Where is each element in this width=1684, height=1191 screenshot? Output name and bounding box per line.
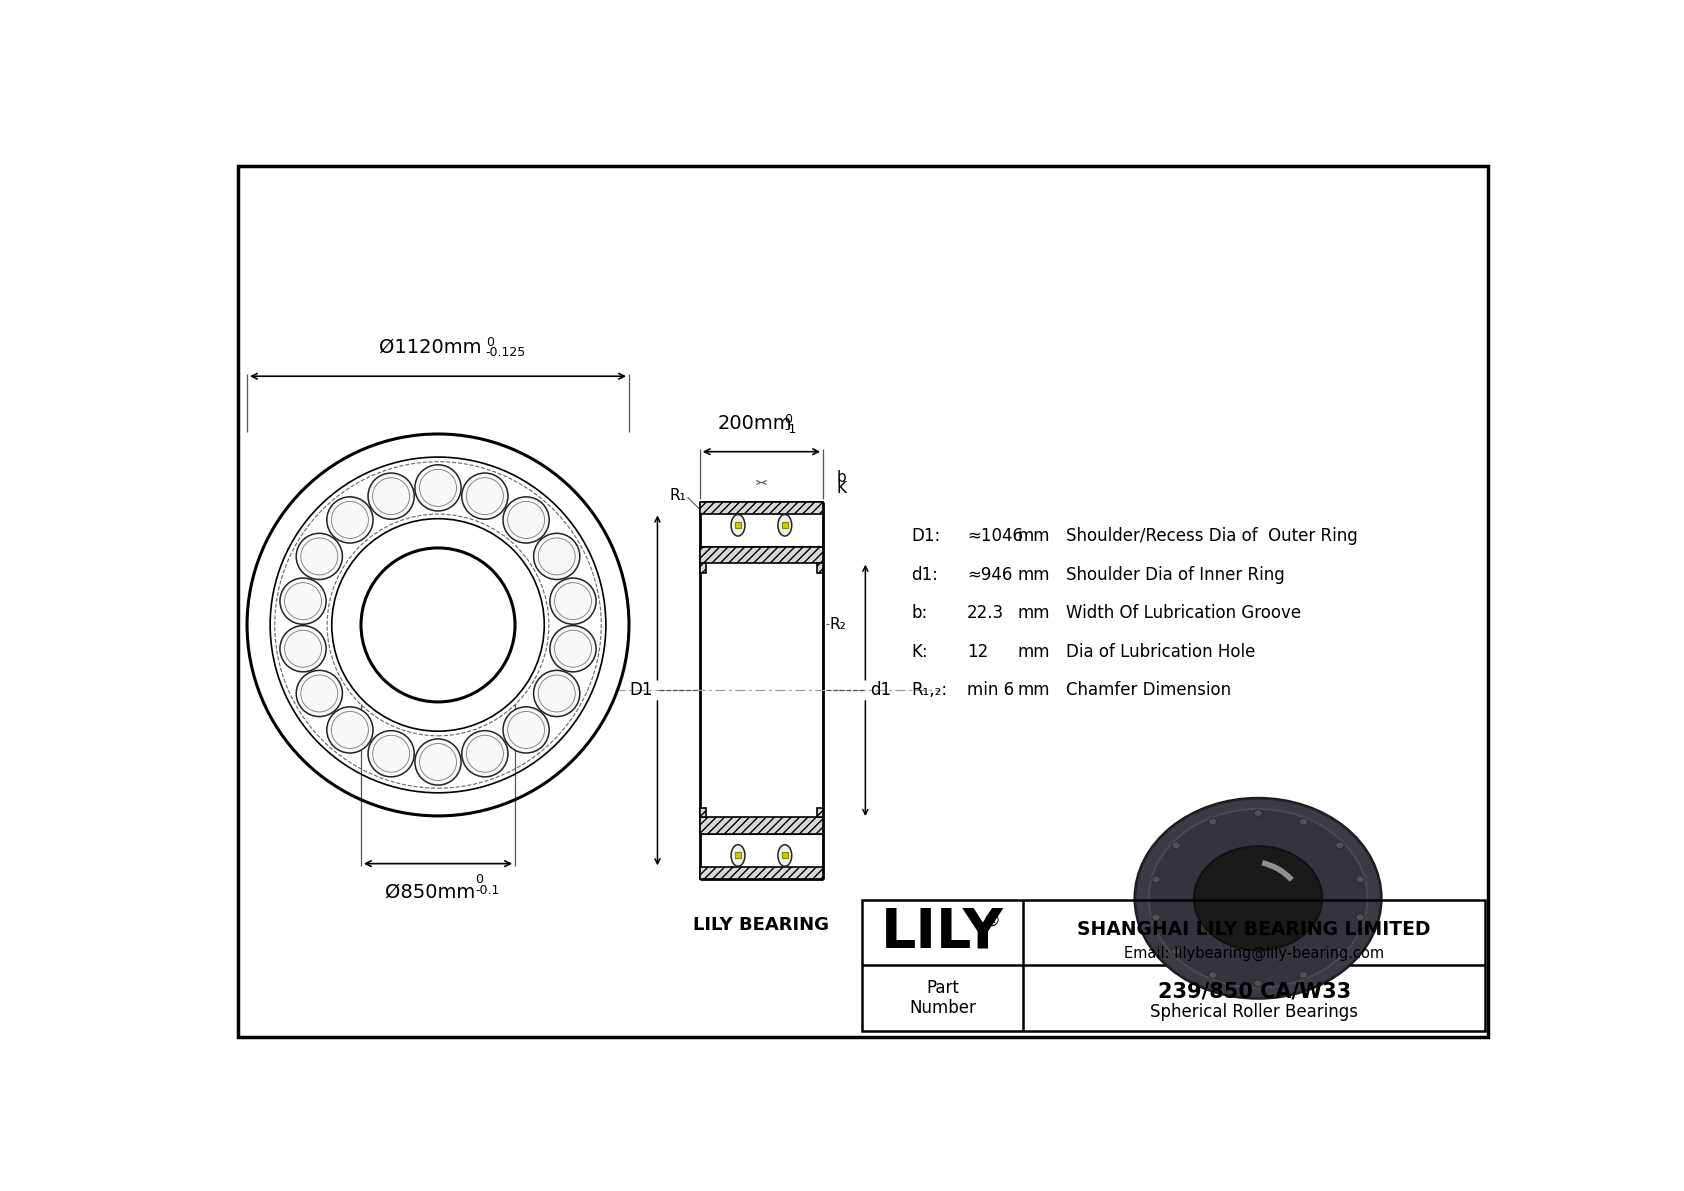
Circle shape xyxy=(327,497,374,543)
Text: min 6: min 6 xyxy=(967,681,1014,699)
Text: R₂: R₂ xyxy=(829,617,845,632)
Circle shape xyxy=(461,730,509,777)
Text: R₁,₂:: R₁,₂: xyxy=(911,681,948,699)
Text: 22.3: 22.3 xyxy=(967,604,1004,623)
Circle shape xyxy=(296,671,342,717)
Circle shape xyxy=(461,473,509,519)
Text: Shoulder/Recess Dia of  Outer Ring: Shoulder/Recess Dia of Outer Ring xyxy=(1066,528,1357,545)
Ellipse shape xyxy=(1209,818,1218,825)
Text: d1: d1 xyxy=(871,681,891,699)
Circle shape xyxy=(327,706,374,753)
Text: Shoulder Dia of Inner Ring: Shoulder Dia of Inner Ring xyxy=(1066,566,1285,584)
Ellipse shape xyxy=(1300,818,1308,825)
Circle shape xyxy=(504,497,549,543)
Text: mm: mm xyxy=(1017,528,1051,545)
Ellipse shape xyxy=(731,515,744,536)
Circle shape xyxy=(296,534,342,580)
Circle shape xyxy=(369,473,414,519)
Text: mm: mm xyxy=(1017,604,1051,623)
Text: LILY: LILY xyxy=(881,905,1004,960)
Text: 0: 0 xyxy=(785,412,793,425)
Ellipse shape xyxy=(1135,798,1381,998)
Bar xyxy=(701,547,823,563)
Ellipse shape xyxy=(1135,798,1381,998)
Text: Width Of Lubrication Groove: Width Of Lubrication Groove xyxy=(1066,604,1300,623)
Text: 239/850 CA/W33: 239/850 CA/W33 xyxy=(1157,981,1351,1002)
Text: Ø850mm: Ø850mm xyxy=(386,883,475,902)
Ellipse shape xyxy=(1152,913,1160,921)
Text: -0.125: -0.125 xyxy=(485,347,525,360)
Bar xyxy=(701,817,823,834)
Ellipse shape xyxy=(1152,875,1160,883)
Circle shape xyxy=(414,464,461,511)
Text: K:: K: xyxy=(911,643,928,661)
Text: 0: 0 xyxy=(475,873,483,886)
Ellipse shape xyxy=(1356,875,1364,883)
Ellipse shape xyxy=(1255,810,1263,817)
Circle shape xyxy=(414,738,461,785)
Bar xyxy=(734,853,741,858)
Circle shape xyxy=(280,625,327,672)
Bar xyxy=(701,501,823,515)
Text: Email: lilybearing@lily-bearing.com: Email: lilybearing@lily-bearing.com xyxy=(1125,946,1384,961)
Ellipse shape xyxy=(1255,980,1263,987)
Bar xyxy=(734,522,741,528)
Circle shape xyxy=(504,706,549,753)
Bar xyxy=(781,522,788,528)
Bar xyxy=(701,563,706,573)
Ellipse shape xyxy=(1194,847,1322,950)
Bar xyxy=(817,563,823,573)
Ellipse shape xyxy=(778,844,791,866)
Circle shape xyxy=(551,625,596,672)
Ellipse shape xyxy=(731,844,744,866)
Text: 0: 0 xyxy=(485,336,493,349)
Text: ≈1046: ≈1046 xyxy=(967,528,1022,545)
Ellipse shape xyxy=(1209,972,1218,979)
Text: LILY BEARING: LILY BEARING xyxy=(694,916,830,934)
Circle shape xyxy=(534,534,579,580)
Text: -0.1: -0.1 xyxy=(475,884,500,897)
Text: 200mm: 200mm xyxy=(717,414,793,434)
Text: Chamfer Dimension: Chamfer Dimension xyxy=(1066,681,1231,699)
Text: Part
Number: Part Number xyxy=(909,979,975,1017)
Circle shape xyxy=(369,730,414,777)
Text: SHANGHAI LILY BEARING LIMITED: SHANGHAI LILY BEARING LIMITED xyxy=(1078,921,1431,940)
Text: mm: mm xyxy=(1017,681,1051,699)
Text: R₁: R₁ xyxy=(669,488,685,503)
Bar xyxy=(781,853,788,858)
Ellipse shape xyxy=(1172,948,1180,955)
Bar xyxy=(817,809,823,817)
Text: D1: D1 xyxy=(630,681,653,699)
Text: d1:: d1: xyxy=(911,566,938,584)
Ellipse shape xyxy=(1172,842,1180,849)
Bar xyxy=(862,900,1485,1030)
Circle shape xyxy=(551,578,596,624)
Ellipse shape xyxy=(1335,948,1344,955)
Text: ≈946: ≈946 xyxy=(967,566,1012,584)
Text: K: K xyxy=(837,481,847,497)
Text: D1:: D1: xyxy=(911,528,941,545)
Bar xyxy=(701,867,823,879)
Text: -1: -1 xyxy=(785,423,797,436)
Bar xyxy=(701,809,706,817)
Text: b:: b: xyxy=(911,604,928,623)
Circle shape xyxy=(534,671,579,717)
Ellipse shape xyxy=(778,515,791,536)
Circle shape xyxy=(280,578,327,624)
Text: Spherical Roller Bearings: Spherical Roller Bearings xyxy=(1150,1003,1359,1022)
Ellipse shape xyxy=(1148,809,1367,987)
Text: mm: mm xyxy=(1017,566,1051,584)
Text: ®: ® xyxy=(982,911,1000,929)
Text: Ø1120mm: Ø1120mm xyxy=(379,337,482,356)
Ellipse shape xyxy=(1356,913,1364,921)
Ellipse shape xyxy=(1335,842,1344,849)
Ellipse shape xyxy=(1300,972,1308,979)
Text: 12: 12 xyxy=(967,643,989,661)
Text: mm: mm xyxy=(1017,643,1051,661)
Text: Dia of Lubrication Hole: Dia of Lubrication Hole xyxy=(1066,643,1255,661)
Text: b: b xyxy=(837,469,847,485)
